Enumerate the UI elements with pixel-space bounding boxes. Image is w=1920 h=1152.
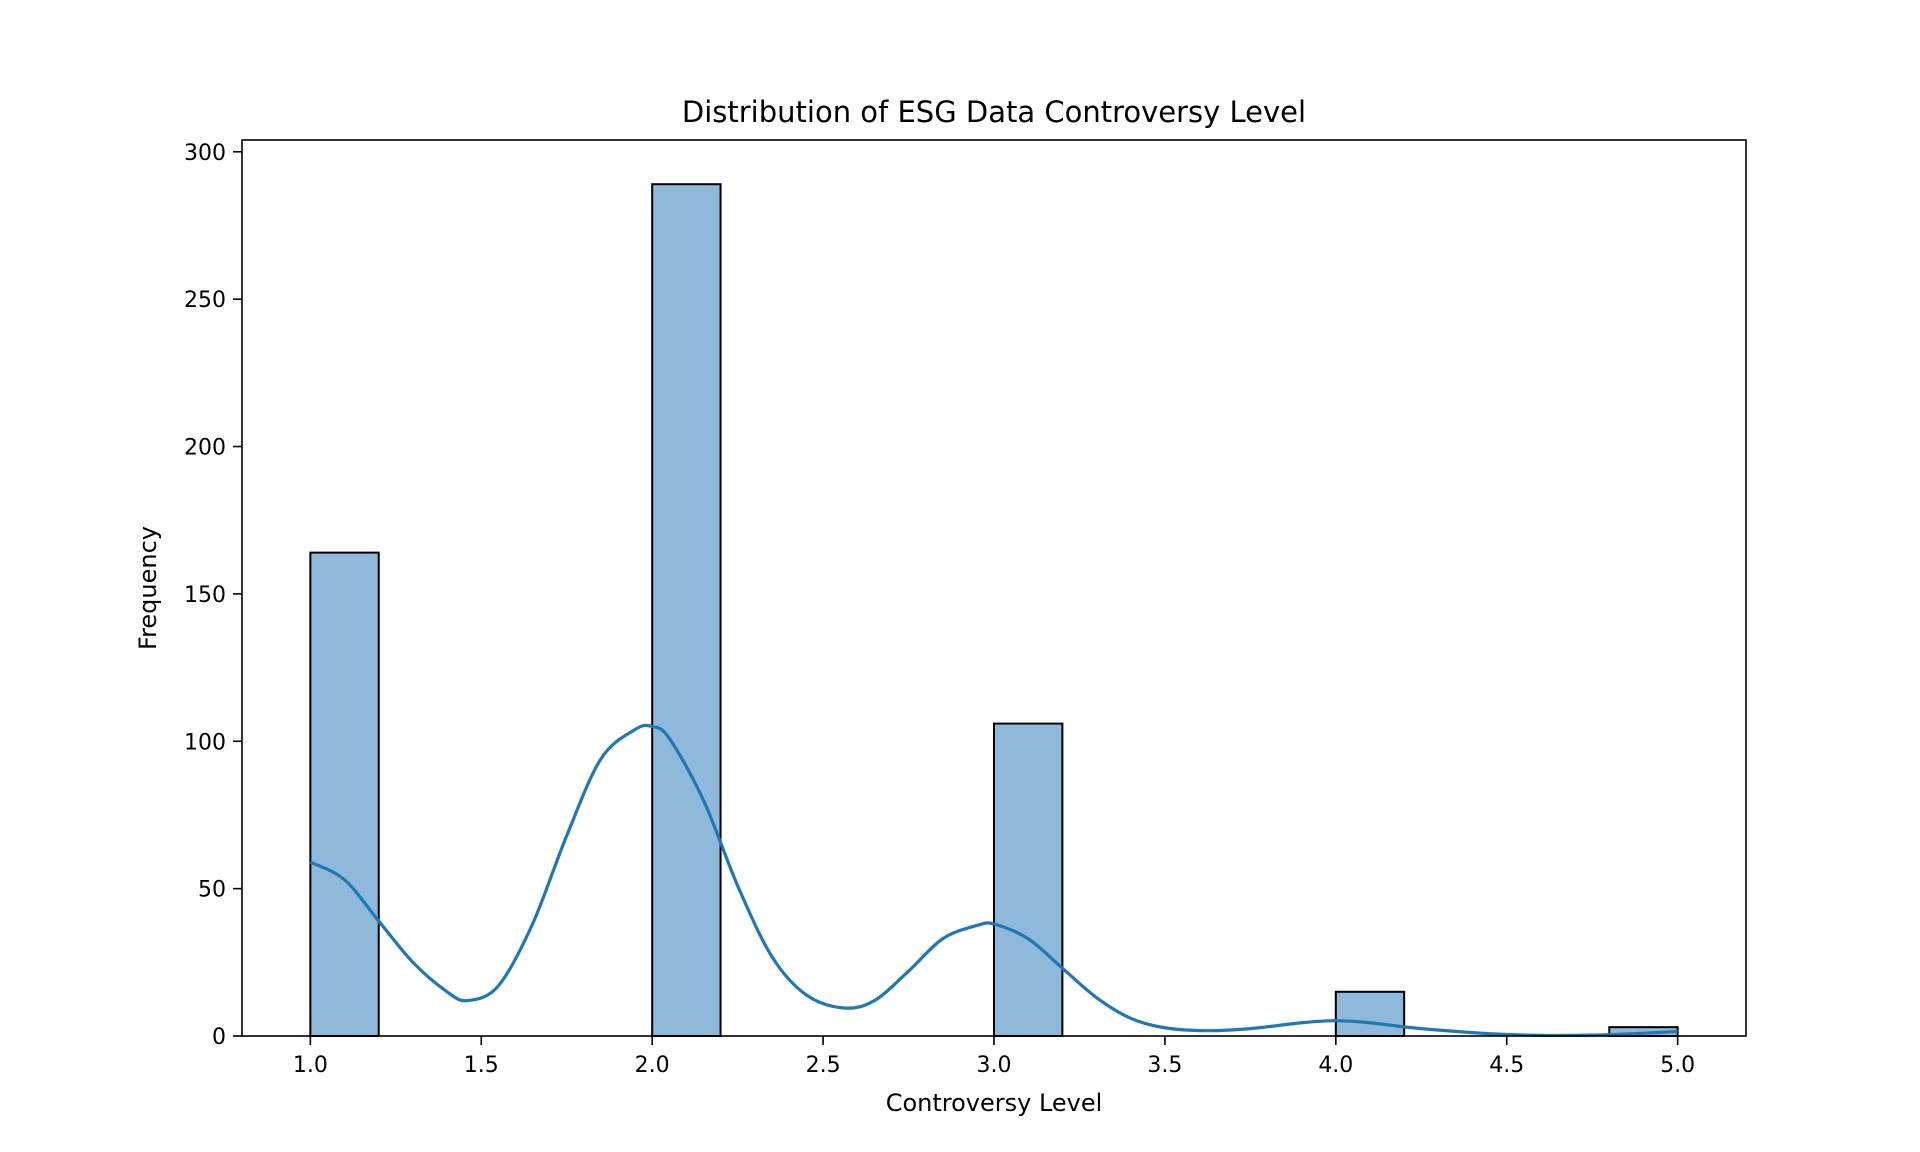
x-tick-label-3: 2.0: [635, 1053, 670, 1078]
x-axis-label: Controversy Level: [886, 1089, 1103, 1117]
histogram-bar-4: [1334, 990, 1406, 1038]
y-tick-label-3: 100: [184, 730, 226, 755]
x-tick-label-4: 2.5: [806, 1053, 841, 1078]
x-tick-label-2: 1.5: [464, 1053, 499, 1078]
x-tick-label-9: 5.0: [1660, 1053, 1695, 1078]
y-axis: 0 50 100 150 200 250 300: [184, 141, 242, 1050]
x-tick-label-6: 3.5: [1147, 1053, 1182, 1078]
histogram-bar-2: [651, 183, 722, 1038]
y-tick-label-2: 50: [198, 878, 226, 903]
y-tick-label-5: 200: [184, 436, 226, 461]
x-tick-label-7: 4.0: [1318, 1053, 1353, 1078]
y-tick-label-1: 0: [212, 1025, 226, 1050]
y-tick-label-6: 250: [184, 288, 226, 313]
y-tick-label-7: 300: [184, 141, 226, 166]
x-tick-label-8: 4.5: [1489, 1053, 1524, 1078]
histogram-bar-3: [993, 722, 1064, 1037]
x-axis: 1.0 1.5 2.0 2.5 3.0 3.5 4.0 4.5 5.0: [293, 1036, 1695, 1078]
y-axis-label: Frequency: [134, 526, 162, 650]
x-tick-label-5: 3.0: [977, 1053, 1012, 1078]
x-tick-label-1: 1.0: [293, 1053, 328, 1078]
kde-curve: [309, 723, 1678, 1038]
histogram-bar-1: [309, 551, 380, 1037]
y-tick-label-4: 150: [184, 583, 226, 608]
chart-title: Distribution of ESG Data Controversy Lev…: [682, 95, 1306, 129]
bars-group: [309, 183, 1679, 1038]
